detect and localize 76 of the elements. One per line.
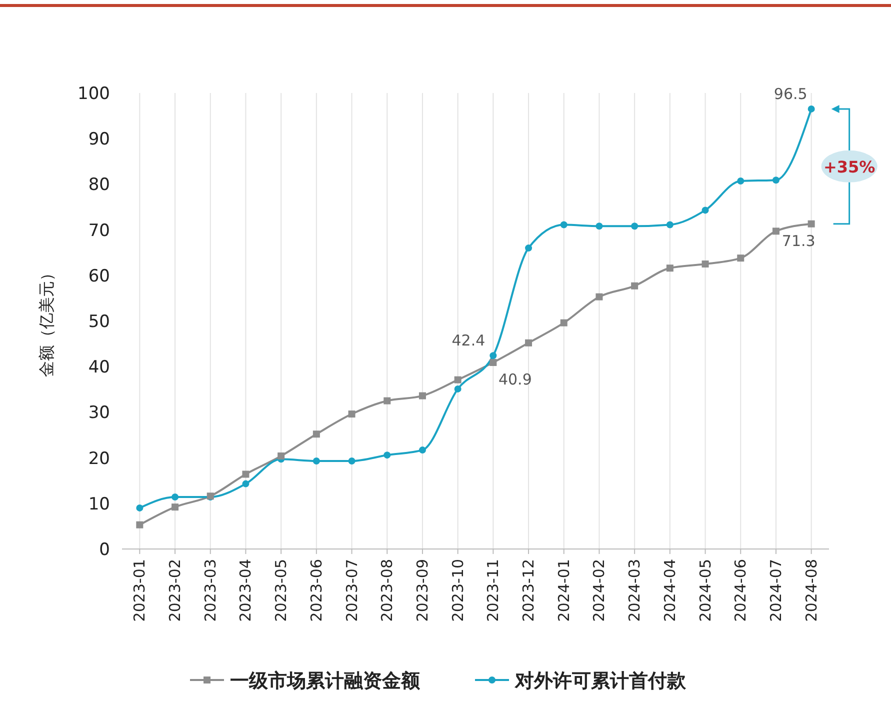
y-tick-label: 40 (88, 358, 110, 378)
y-tick-label: 0 (99, 540, 110, 560)
data-label: 40.9 (498, 370, 532, 388)
point (172, 494, 179, 501)
point (172, 504, 179, 511)
data-label: 42.4 (452, 332, 486, 350)
annotation: +35% (823, 157, 876, 176)
x-tick-label: 2023-08 (378, 559, 396, 622)
x-tick-label: 2023-06 (307, 559, 326, 622)
point (490, 358, 497, 366)
point (737, 254, 744, 262)
x-tick-label: 2023-04 (236, 559, 255, 622)
x-tick-label: 2024-03 (626, 559, 644, 622)
x-tick-label: 2023-02 (166, 559, 184, 622)
point (136, 521, 144, 528)
data-label: 71.3 (782, 232, 816, 250)
point (596, 222, 603, 230)
y-tick-label: 100 (78, 84, 110, 104)
point (702, 206, 709, 214)
point (808, 220, 815, 228)
x-tick-label: 2023-09 (413, 559, 432, 622)
x-tick-label: 2024-02 (590, 559, 608, 622)
data-label: 96.5 (774, 84, 808, 103)
point (136, 504, 144, 512)
x-tick-label: 2024-06 (732, 559, 750, 622)
x-tick-label: 2023-05 (272, 559, 290, 622)
y-tick-label: 80 (88, 175, 110, 196)
point (808, 105, 815, 112)
point (490, 352, 497, 360)
y-tick-label: 50 (88, 312, 110, 332)
legend-label: 一级市场累计融资金额 (230, 670, 421, 692)
point (278, 452, 285, 460)
y-tick-label: 60 (88, 266, 110, 286)
point (418, 392, 426, 400)
point (312, 430, 320, 438)
x-tick-label: 2023-07 (342, 559, 361, 622)
legend-label: 对外许可累计首付款 (514, 670, 687, 692)
point (384, 397, 391, 404)
point (312, 457, 320, 464)
x-tick-label: 2024-08 (802, 559, 820, 622)
point (666, 221, 674, 228)
x-tick-label: 2024-07 (766, 559, 785, 622)
point (772, 228, 780, 235)
point (418, 446, 426, 454)
x-tick-label: 2023-01 (130, 559, 149, 622)
x-tick-label: 2023-03 (201, 559, 220, 622)
point (242, 480, 250, 488)
point (666, 264, 674, 272)
point (631, 222, 638, 230)
point (596, 293, 603, 300)
y-tick-label: 20 (88, 448, 110, 469)
y-tick-label: 70 (88, 220, 110, 241)
point (772, 176, 780, 184)
point (631, 282, 638, 290)
point (560, 319, 568, 326)
x-tick-label: 2023-12 (520, 559, 538, 622)
point (525, 244, 532, 252)
y-axis-title: 金额（亿美元） (37, 265, 56, 377)
x-tick-label: 2023-11 (484, 559, 502, 622)
y-tick-label: 10 (88, 494, 110, 514)
point (384, 452, 391, 459)
point (348, 410, 356, 418)
point (454, 376, 462, 384)
point (242, 470, 250, 478)
point (525, 339, 532, 346)
x-tick-label: 2024-01 (554, 559, 573, 622)
x-tick-label: 2023-10 (448, 559, 467, 622)
x-tick-label: 2024-05 (696, 559, 714, 622)
y-tick-label: 90 (88, 130, 110, 150)
point (560, 221, 568, 228)
x-tick-label: 2024-04 (660, 559, 679, 622)
point (454, 385, 462, 392)
y-tick-label: 30 (88, 403, 110, 424)
point (702, 260, 709, 268)
point (348, 457, 356, 464)
point (737, 178, 744, 185)
